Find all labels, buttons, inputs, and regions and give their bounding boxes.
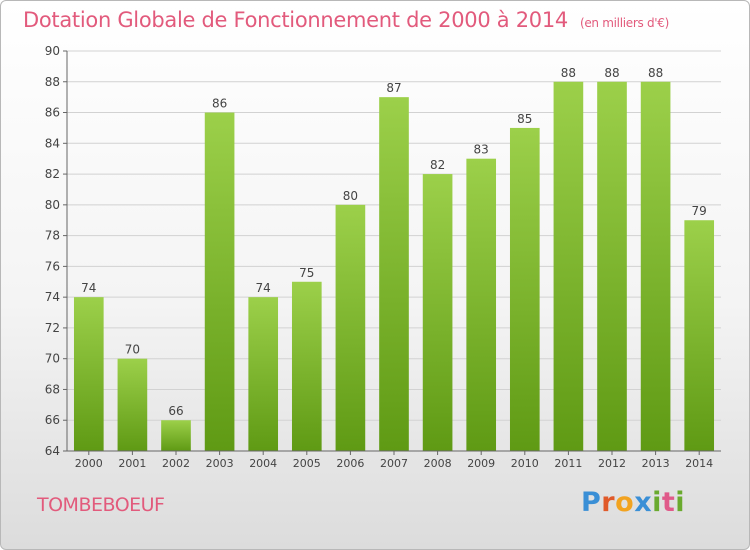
logo-letter: x	[634, 487, 653, 518]
logo-letter: i	[675, 487, 686, 518]
bar-2004	[248, 297, 279, 451]
y-tick-label: 76	[45, 259, 60, 273]
bar-2000	[73, 297, 104, 451]
bar-2013	[640, 81, 671, 452]
value-label: 88	[648, 66, 663, 80]
bar-2010	[509, 127, 540, 451]
bar-2006	[335, 204, 366, 451]
value-label: 80	[343, 189, 358, 203]
proxiti-logo[interactable]: Proxiti	[581, 487, 685, 518]
y-tick-label: 66	[45, 413, 60, 427]
y-tick-label: 88	[45, 75, 60, 89]
y-tick-label: 74	[45, 290, 60, 304]
x-tick-label: 2008	[424, 457, 452, 470]
bar-2012	[597, 81, 627, 452]
chart-title-text: Dotation Globale de Fonctionnement de 20…	[23, 8, 568, 32]
bar-2007	[379, 97, 409, 452]
value-labels: 74 70 66 86 74 75 80 87 82 83 85 88 88 88 79	[81, 66, 707, 418]
axes: 64 66 68 70 72 74 76 78 80 82 84 86 88 90 2000 2001 2002…	[45, 44, 721, 470]
x-tick-label: 2011	[554, 457, 582, 470]
chart-title: Dotation Globale de Fonctionnement de 20…	[23, 8, 669, 32]
value-label: 74	[256, 281, 271, 295]
x-tick-label: 2002	[162, 457, 190, 470]
x-tick-label: 2003	[206, 457, 234, 470]
value-label: 88	[604, 66, 619, 80]
logo-letter: i	[652, 487, 662, 518]
value-label: 87	[386, 81, 401, 95]
x-tick-label: 2000	[75, 457, 103, 470]
y-tick-label: 84	[45, 136, 60, 150]
bar-2002	[161, 420, 191, 451]
x-tick-label: 2013	[642, 457, 670, 470]
y-tick-label: 68	[45, 382, 60, 396]
bar-2005	[291, 281, 322, 451]
bars	[73, 81, 715, 452]
commune-name: TOMBEBOEUF	[37, 494, 165, 516]
x-tick-label: 2014	[685, 457, 713, 470]
logo-letter: P	[581, 487, 602, 518]
logo-letter: r	[601, 487, 616, 518]
logo-letter: o	[615, 487, 635, 518]
value-label: 86	[212, 97, 227, 111]
x-tick-label: 2010	[511, 457, 539, 470]
x-tick-label: 2004	[249, 457, 277, 470]
chart-unit: (en milliers d'€)	[579, 16, 669, 30]
y-tick-label: 70	[45, 352, 60, 366]
x-tick-label: 2006	[336, 457, 364, 470]
bar-2009	[466, 158, 497, 451]
y-tick-label: 72	[45, 321, 60, 335]
bar-2014	[684, 220, 715, 451]
value-label: 85	[517, 112, 532, 126]
y-tick-label: 78	[45, 229, 60, 243]
x-tick-label: 2009	[467, 457, 495, 470]
value-label: 82	[430, 158, 445, 172]
y-tick-label: 82	[45, 167, 60, 181]
value-label: 66	[168, 404, 183, 418]
logo-letter: t	[661, 487, 676, 518]
bar-2008	[422, 174, 453, 452]
x-tick-label: 2005	[293, 457, 321, 470]
y-tick-label: 90	[45, 44, 60, 58]
value-label: 75	[299, 266, 314, 280]
value-label: 88	[561, 66, 576, 80]
bar-2003	[204, 112, 235, 452]
value-label: 74	[81, 281, 96, 295]
x-tick-label: 2012	[598, 457, 626, 470]
y-tick-label: 64	[45, 444, 60, 458]
bar-2011	[553, 81, 584, 452]
y-tick-label: 80	[45, 198, 60, 212]
value-label: 79	[692, 204, 707, 218]
bar-2001	[117, 358, 148, 451]
value-label: 70	[125, 343, 140, 357]
x-tick-label: 2001	[118, 457, 146, 470]
y-tick-label: 86	[45, 106, 60, 120]
x-tick-label: 2007	[380, 457, 408, 470]
value-label: 83	[474, 143, 489, 157]
